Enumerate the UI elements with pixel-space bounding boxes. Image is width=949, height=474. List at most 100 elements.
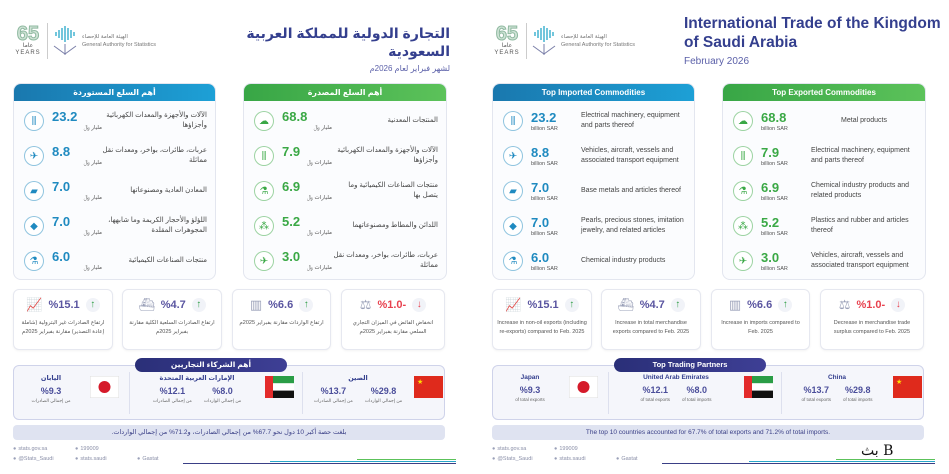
indicator-description: ارتفاع الصادرات غير البترولية (شاملة إعا… (21, 320, 105, 335)
commodity-unit: billion SAR (531, 160, 558, 167)
commodity-amount: 6.9 (761, 179, 780, 195)
twitter-link[interactable]: @Stats_Saudi (492, 456, 554, 462)
commodity-amount: 23.2 (531, 109, 557, 125)
partner-values: %9.3 من إجمالي الصادرات (18, 386, 84, 404)
instagram-facebook-link[interactable]: stats.saudi (75, 456, 137, 462)
footer-links: stats.gov.sa199009@Stats_Saudistats.saud… (492, 446, 666, 462)
commodity-amount: 3.0 (761, 249, 780, 265)
growth-chart-icon: 📈 (505, 297, 522, 312)
commodity-amount: 5.2 (761, 214, 780, 230)
molecule-icon: ⁂ (254, 216, 274, 236)
footer-accent-line (183, 463, 456, 464)
partner-share-label: من إجمالي الواردات (203, 398, 242, 403)
arrow-up-icon: ↑ (299, 298, 314, 312)
partner-share-imports: %8.0 من إجمالي الواردات (204, 386, 241, 404)
footer-accent-line (749, 461, 935, 462)
commodity-row: ⫼ 23.2 مليار ﷼ الآلات والأجهزة والمعدات الك… (14, 104, 215, 138)
airplane-icon: ✈ (733, 251, 753, 271)
balance-scale-icon: ⚖ (359, 297, 372, 312)
commodity-amount: 68.8 (282, 109, 308, 124)
metal-bars-icon: ▰ (24, 181, 44, 201)
commodity-row: ◆ 7.0 billion SAR Pearls, precious stones, … (493, 209, 694, 243)
instagram-facebook-link[interactable]: stats.saudi (554, 456, 616, 462)
commodity-amount: 7.9 (761, 144, 780, 160)
partner-name: United Arab Emirates (643, 374, 709, 381)
partner-share-label: of total exports (640, 397, 670, 402)
commodity-description: المعادن العادية ومصنوعاتها (130, 187, 207, 194)
commodity-value: 3.0 billion SAR (761, 251, 811, 272)
partner-share-value: %29.8 (844, 385, 871, 395)
commodity-amount: 6.0 (531, 249, 550, 265)
top-countries-note: بلغت حصة أكبر 10 دول نحو 67.7% من إجمالي… (13, 425, 445, 440)
partner-share-value: %12.1 (159, 386, 186, 396)
commodity-row: ⚗ 6.9 مليارات ﷼ منتجات الصناعات الكيميائية … (244, 174, 446, 208)
website-link[interactable]: stats.gov.sa (492, 446, 554, 452)
partner-uae: الإمارات العربية المتحدة %12.1 من إجمالي ا… (134, 374, 260, 416)
commodity-value: 5.2 billion SAR (761, 216, 811, 237)
commodity-row: ⁂ 5.2 billion SAR Plastics and rubber and a… (723, 209, 925, 243)
partner-share-exports: %12.1 of total exports (640, 385, 670, 402)
cargo-ship-icon: ⛴ (138, 297, 155, 312)
phone-link[interactable]: 199009 (554, 446, 616, 452)
partner-share-imports: %29.8 من إجمالي الواردات (365, 386, 402, 404)
partner-share-value: %12.1 (642, 385, 668, 395)
logo-divider (526, 23, 527, 59)
linkedin-link[interactable]: Gastat (616, 456, 666, 462)
japan-flag-icon (568, 375, 599, 399)
metal-ore-icon: ☁ (254, 111, 274, 131)
commodity-unit: billion SAR (761, 195, 788, 202)
website-link[interactable]: stats.gov.sa (13, 446, 75, 452)
gastat-logo: 65 عاما YEARS الهيئة العامة للإحصاء General… (13, 20, 156, 62)
svg-text:★: ★ (896, 378, 902, 386)
partner-share-value: %9.3 (519, 385, 541, 395)
commodity-value: 8.8 billion SAR (531, 146, 581, 167)
org-name-ar: الهيئة العامة للإحصاء (82, 34, 128, 40)
partner-divider (781, 372, 782, 414)
page-subtitle: لشهر فبراير لعام 2026م (369, 64, 450, 73)
partner-values: %12.1 من إجمالي الصادرات %8.0 من إجمالي الو… (134, 386, 260, 404)
imports-header: Top Imported Commodities (493, 84, 694, 101)
65-years-logo: 65 عاما YEARS (492, 24, 522, 57)
partner-values: %13.7 of total exports %29.8 of total impor… (783, 385, 891, 402)
indicator-value: %6.6 (268, 299, 294, 311)
commodity-description: Electrical machinery, equipment and part… (811, 147, 910, 164)
imports-header: أهم السلع المستوردة (14, 84, 215, 101)
partner-name: اليابان (40, 375, 62, 382)
twitter-link[interactable]: @Stats_Saudi (13, 456, 75, 462)
commodity-unit: billion SAR (761, 160, 788, 167)
commodity-description: الآلات والأجهزة والمعدات الكهربائية وأجز… (337, 147, 438, 164)
commodity-amount: 7.9 (282, 144, 301, 159)
partner-share-exports: %9.3 of total exports (515, 385, 545, 402)
commodity-description: اللؤلؤ والأحجار الكريمة وما شابهها، المج… (108, 217, 207, 234)
org-name: الهيئة العامة للإحصاء General Authority f… (82, 33, 156, 49)
partner-share-value: %13.7 (320, 386, 347, 396)
container-icon: ▥ (728, 297, 742, 312)
commodity-amount: 5.2 (282, 214, 301, 229)
diamond-icon: ◆ (503, 216, 523, 236)
commodity-row: ☁ 68.8 مليار ﷼ المنتجات المعدنية (244, 104, 446, 138)
commodity-amount: 6.0 (52, 249, 71, 264)
trading-partners-header: أهم الشركاء التجاريين (135, 358, 287, 372)
commodity-description: المنتجات المعدنية (387, 117, 438, 124)
phone-link[interactable]: 199009 (75, 446, 137, 452)
commodity-row: ⚗ 6.0 billion SAR Chemical industry product… (493, 244, 694, 278)
commodity-unit: مليار ﷼ (83, 265, 102, 271)
indicator-card: 📈 %15.1 ↑ Increase in non-oil exports (incl… (492, 289, 592, 350)
flask-icon: ⚗ (24, 251, 44, 271)
linkedin-link[interactable]: Gastat (137, 456, 187, 462)
partner-share-value: %13.7 (803, 385, 829, 395)
commodity-value: 8.8 مليار ﷼ (52, 145, 102, 167)
container-icon: ▥ (249, 297, 263, 312)
commodity-amount: 7.0 (52, 214, 71, 229)
flask-icon: ⚗ (254, 181, 274, 201)
exports-header: أهم السلع المصدرة (244, 84, 446, 101)
commodity-row: ✈ 8.8 مليار ﷼ عربات، طائرات، بواخر، ومعدات … (14, 139, 215, 173)
commodity-description: Pearls, precious stones, imitation jewel… (581, 217, 684, 234)
partner-share-exports: %13.7 من إجمالي الصادرات (314, 386, 353, 404)
logo-divider (47, 23, 48, 59)
commodity-value: 5.2 مليارات ﷼ (282, 215, 332, 237)
commodity-value: 3.0 مليارات ﷼ (282, 250, 332, 272)
commodity-unit: billion SAR (531, 125, 558, 132)
commodity-value: 7.0 billion SAR (531, 216, 581, 237)
page-title: International Trade of the Kingdom of Sa… (684, 15, 941, 51)
